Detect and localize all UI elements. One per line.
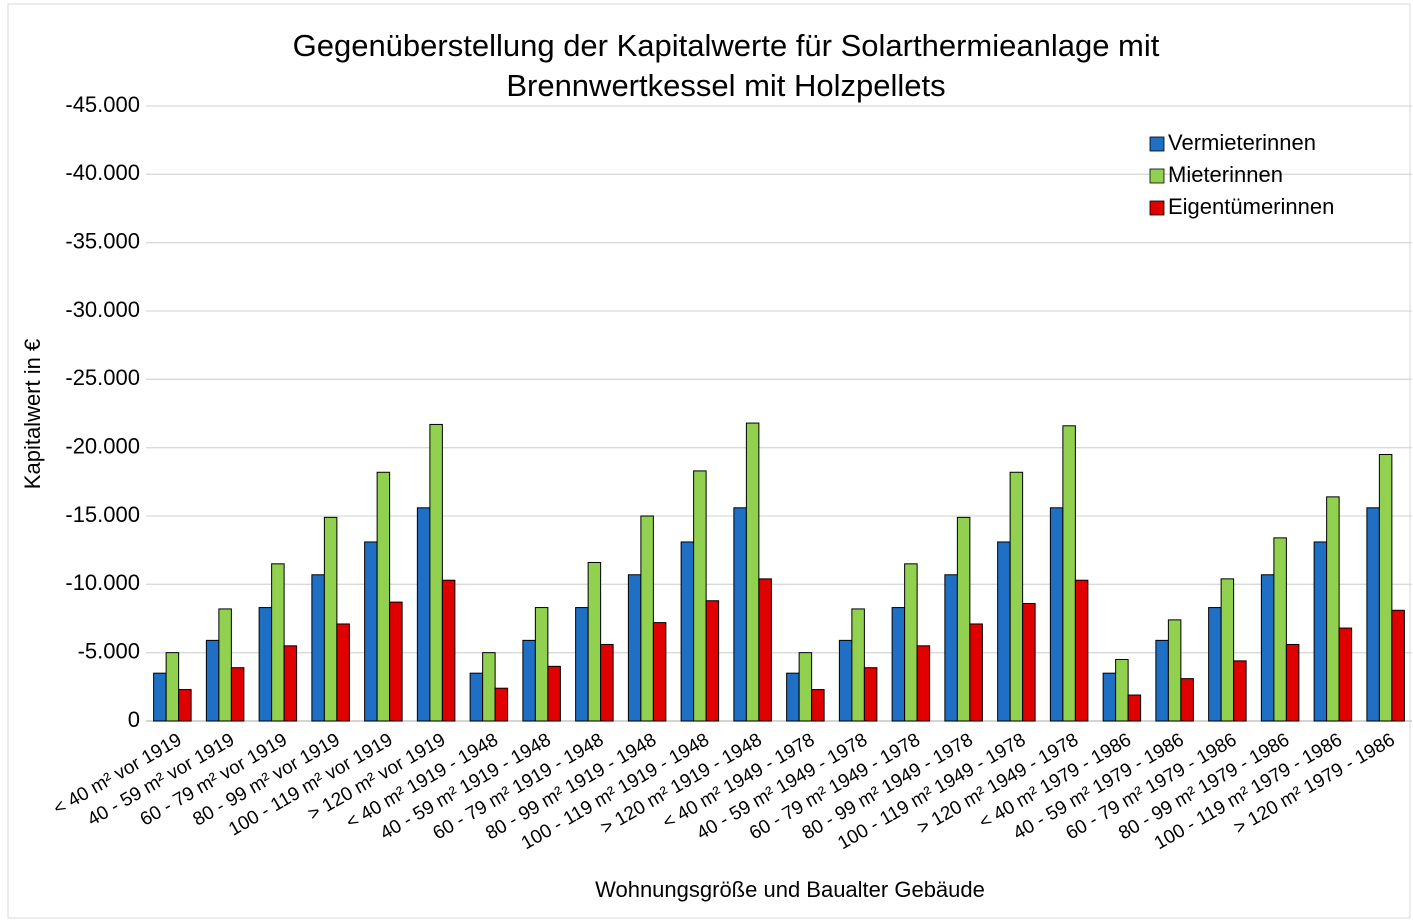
y-tick-label: -25.000: [65, 365, 140, 390]
bar: [575, 607, 589, 722]
bar: [758, 578, 772, 722]
bar: [534, 607, 549, 722]
bar: [1220, 578, 1235, 722]
bar: [1233, 660, 1247, 722]
bar: [944, 574, 958, 722]
bar: [429, 423, 443, 722]
bar: [1313, 541, 1328, 722]
bar: [205, 639, 220, 722]
y-tick-label: -40.000: [65, 160, 140, 185]
y-tick-label: -30.000: [65, 297, 140, 322]
bar: [1180, 678, 1194, 722]
bar: [1049, 507, 1064, 722]
bar: [1285, 643, 1300, 722]
bar: [1115, 659, 1129, 722]
chart-title: Gegenüberstellung der Kapitalwerte für S…: [293, 28, 1160, 63]
bar: [1022, 602, 1036, 722]
bar: [969, 623, 983, 722]
bar: [547, 665, 561, 722]
bar: [851, 608, 865, 722]
bar: [323, 516, 338, 722]
bar: [218, 608, 232, 722]
bar: [956, 516, 971, 722]
bar: [364, 541, 378, 722]
x-axis-label: Wohnungsgröße und Baualter Gebäude: [595, 877, 985, 902]
legend-label: Mieterinnen: [1168, 162, 1283, 187]
y-tick-label: -15.000: [65, 502, 140, 527]
bar: [469, 672, 484, 722]
y-tick-label: 0: [128, 707, 140, 732]
bar: [416, 507, 431, 722]
bar: [1009, 471, 1024, 722]
legend-swatch: [1149, 136, 1165, 152]
bar: [587, 561, 602, 722]
chart-frame: [7, 3, 1411, 919]
bar: [230, 667, 245, 722]
chart-title: Brennwertkessel mit Holzpellets: [506, 68, 945, 103]
bar: [733, 507, 747, 722]
bar: [652, 622, 667, 722]
bar: [640, 515, 654, 722]
bar: [1208, 607, 1222, 722]
legend-swatch: [1149, 168, 1165, 184]
bar: [1378, 454, 1393, 722]
y-tick-label: -35.000: [65, 228, 140, 253]
bar: [798, 652, 813, 722]
bar: [705, 600, 720, 722]
bar: [441, 579, 456, 722]
y-tick-label: -5.000: [78, 638, 140, 663]
bar: [1167, 619, 1182, 722]
bar: [1155, 639, 1169, 722]
bar: [178, 689, 192, 722]
bar: [997, 541, 1011, 722]
bar: [1338, 627, 1353, 722]
bar: [271, 563, 285, 722]
bar: [1366, 507, 1380, 722]
bar: [522, 639, 536, 722]
y-tick-label: -45.000: [65, 92, 140, 117]
bar: [1062, 425, 1076, 722]
bar: [1273, 537, 1287, 722]
y-tick-label: -10.000: [65, 570, 140, 595]
bar: [165, 652, 180, 722]
bar: [311, 574, 325, 722]
bar: [745, 422, 760, 722]
bar: [786, 672, 800, 722]
bar: [1260, 574, 1275, 722]
bar: [494, 687, 509, 722]
bar: [283, 645, 298, 722]
bar: [916, 645, 931, 722]
y-axis-label: Kapitalwert in €: [20, 339, 45, 489]
bar: [1102, 672, 1117, 722]
bar: [627, 574, 642, 722]
bar: [863, 667, 878, 722]
bar: [891, 607, 906, 722]
legend-label: Eigentümerinnen: [1168, 194, 1334, 219]
bar: [482, 652, 496, 722]
bar: [1127, 694, 1142, 722]
y-tick-label: -20.000: [65, 433, 140, 458]
bar: [336, 623, 350, 722]
bar: [258, 607, 273, 722]
bar: [1074, 579, 1089, 722]
legend-swatch: [1149, 200, 1165, 216]
bar: [600, 643, 614, 722]
bar: [838, 639, 853, 722]
bar: [1391, 609, 1405, 722]
bar: [389, 601, 403, 722]
legend-label: Vermieterinnen: [1168, 130, 1316, 155]
bar: [376, 471, 391, 722]
bar: [693, 470, 707, 722]
bar: [811, 689, 825, 722]
bar: [904, 563, 918, 722]
bar: [153, 672, 167, 722]
bar: [1326, 496, 1340, 722]
bar: [680, 541, 695, 722]
